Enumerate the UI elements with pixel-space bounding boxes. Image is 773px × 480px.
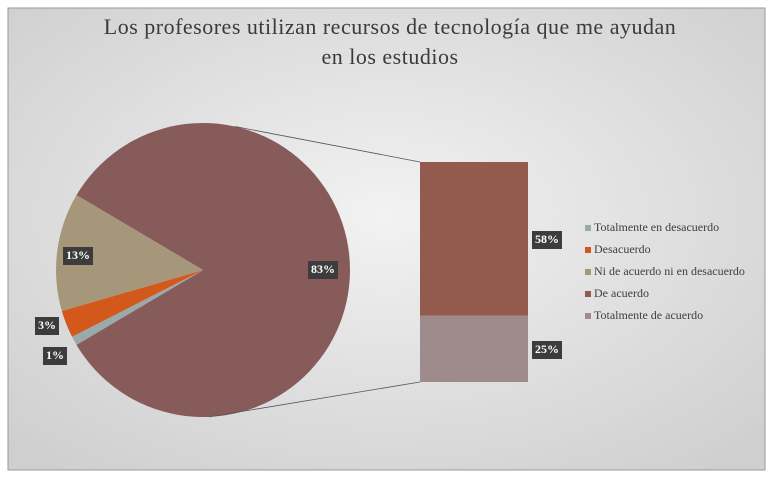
data-label-box	[43, 347, 67, 365]
legend-label: Desacuerdo	[594, 242, 651, 256]
data-label-text: 25%	[535, 342, 559, 356]
data-label: 3%	[35, 317, 59, 335]
pie-slice	[76, 122, 350, 417]
data-label: 83%	[308, 261, 338, 279]
pie-slice	[56, 195, 203, 312]
bar-segment	[420, 315, 528, 382]
data-label-box	[308, 261, 338, 279]
data-label: 13%	[63, 247, 93, 265]
connector	[235, 126, 421, 163]
legend-swatch	[585, 291, 591, 297]
data-label-box	[63, 247, 93, 265]
data-label-text: 83%	[311, 262, 335, 276]
data-label: 1%	[43, 347, 67, 365]
legend-label: Totalmente de acuerdo	[594, 308, 703, 322]
data-label-text: 13%	[66, 248, 90, 262]
legend-label: De acuerdo	[594, 286, 649, 300]
data-label-box	[35, 317, 59, 335]
data-label: 25%	[532, 341, 562, 359]
data-label-box	[532, 231, 562, 249]
pie-slice	[72, 270, 204, 345]
bar-segment	[420, 162, 528, 316]
legend-swatch	[585, 313, 591, 319]
legend-label: Totalmente en desacuerdo	[594, 220, 719, 234]
data-label: 58%	[532, 231, 562, 249]
legend-label: Ni de acuerdo ni en desacuerdo	[594, 264, 745, 278]
connector	[208, 381, 421, 418]
legend-swatch	[585, 247, 591, 253]
pie-slice	[61, 270, 204, 337]
legend-swatch	[585, 225, 591, 231]
data-label-text: 1%	[46, 348, 64, 362]
legend-swatch	[585, 269, 591, 275]
data-label-text: 3%	[38, 318, 56, 332]
chart-title: Los profesores utilizan recursos de tecn…	[103, 14, 677, 69]
data-label-box	[532, 341, 562, 359]
data-label-text: 58%	[535, 232, 559, 246]
